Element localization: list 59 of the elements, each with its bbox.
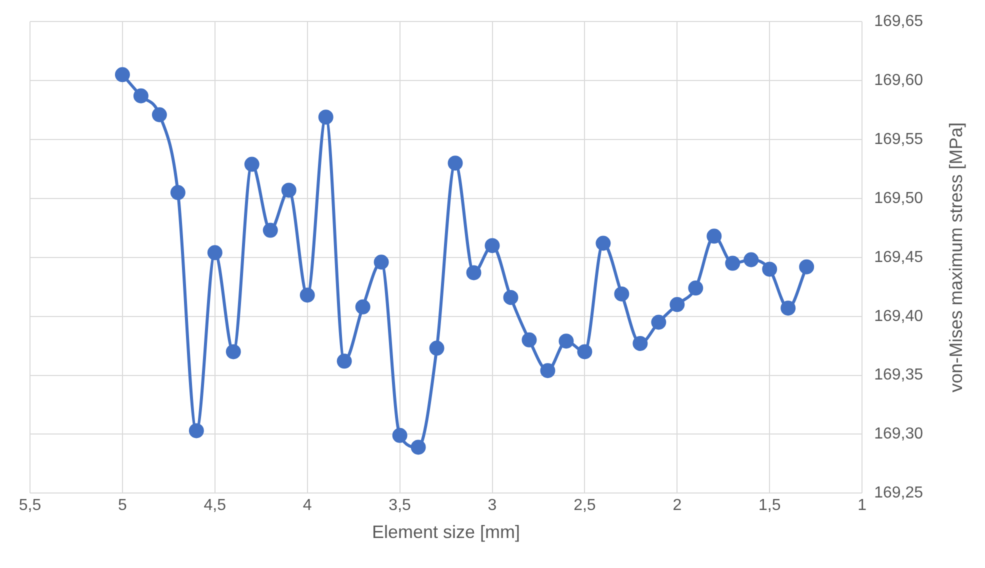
point — [762, 262, 778, 277]
point — [410, 440, 426, 455]
point — [503, 290, 518, 305]
point — [780, 300, 796, 316]
point — [688, 280, 704, 296]
x-tick-label: 2,5 — [574, 497, 596, 514]
point — [133, 88, 148, 104]
point — [540, 363, 556, 378]
point — [374, 254, 389, 270]
point — [577, 344, 592, 360]
y-tick-label: 169,55 — [874, 130, 924, 148]
point — [558, 334, 574, 349]
x-tick-label: 1,5 — [758, 497, 781, 514]
point — [170, 185, 186, 200]
point — [725, 256, 740, 271]
point — [318, 110, 334, 125]
point — [466, 265, 482, 280]
y-tick-label: 169,65 — [874, 13, 924, 30]
point — [744, 252, 759, 268]
point — [300, 288, 315, 303]
point — [632, 336, 648, 351]
x-tick-label: 2 — [672, 497, 682, 514]
point — [670, 297, 685, 312]
y-tick-label: 169,40 — [874, 308, 924, 325]
point — [522, 332, 537, 348]
point — [188, 423, 204, 438]
y-tick-label: 169,25 — [874, 484, 924, 502]
point — [392, 428, 408, 443]
point — [281, 182, 296, 198]
point — [429, 340, 444, 356]
point — [799, 259, 814, 274]
point — [706, 228, 722, 244]
y-tick-label: 169,60 — [874, 72, 924, 89]
point — [114, 67, 130, 82]
point — [336, 354, 352, 369]
x-tick-label: 5,5 — [18, 497, 42, 514]
point — [226, 344, 241, 360]
point — [152, 107, 167, 122]
y-tick-label: 169,45 — [874, 248, 924, 266]
y-tick-label: 169,35 — [874, 366, 924, 384]
point — [614, 286, 630, 302]
x-tick-label: 1 — [858, 497, 867, 514]
point — [244, 156, 260, 172]
y-tick-label: 169,30 — [874, 426, 924, 443]
point — [355, 299, 370, 314]
x-axis-title: Element size [mm] — [372, 522, 520, 542]
y-axis-title: von-Mises maximum stress [MPa] — [946, 122, 966, 392]
point — [448, 156, 463, 171]
x-tick-label: 5 — [118, 497, 127, 514]
y-tick-label: 169,50 — [874, 190, 924, 207]
point — [484, 238, 500, 254]
x-tick-label: 4,5 — [204, 497, 226, 514]
point — [596, 236, 611, 251]
x-tick-label: 3,5 — [388, 497, 412, 514]
point — [262, 222, 278, 238]
x-tick-label: 3 — [488, 497, 497, 514]
x-tick-label: 4 — [302, 497, 312, 514]
point — [207, 245, 222, 260]
point — [651, 314, 666, 330]
